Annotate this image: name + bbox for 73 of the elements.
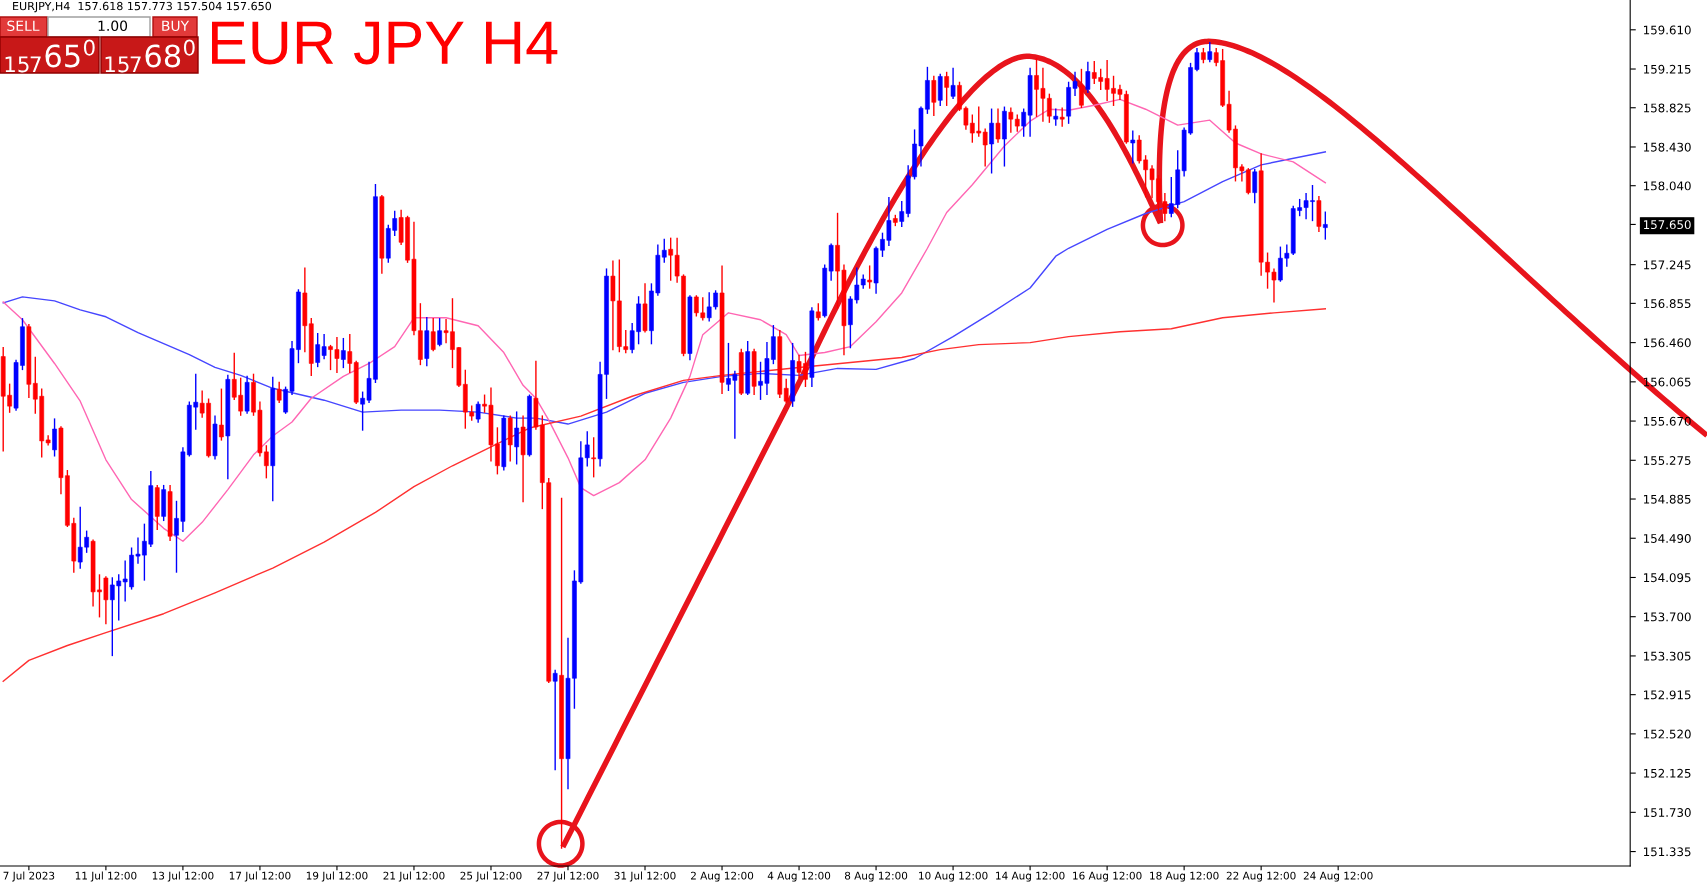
candlestick bbox=[276, 381, 282, 403]
y-tick-label: 153.700 bbox=[1643, 612, 1691, 622]
x-tick-label: 31 Jul 12:00 bbox=[614, 871, 676, 882]
candlestick bbox=[552, 669, 558, 771]
y-tick-label: 158.430 bbox=[1643, 142, 1691, 152]
y-tick-label: 152.520 bbox=[1643, 729, 1691, 739]
y-tick-label: 158.040 bbox=[1643, 181, 1691, 191]
x-tick-label: 10 Aug 12:00 bbox=[919, 871, 988, 882]
x-tick-label: 8 Aug 12:00 bbox=[844, 871, 908, 882]
candlestick bbox=[989, 108, 994, 174]
x-tick-label: 7 Jul 2023 bbox=[3, 871, 55, 882]
candlestick bbox=[995, 108, 1001, 143]
x-tick-label: 22 Aug 12:00 bbox=[1226, 871, 1296, 882]
annotation: SELL bbox=[7, 20, 40, 32]
y-tick-label: 152.915 bbox=[1643, 690, 1691, 700]
y-tick-label: 159.215 bbox=[1643, 64, 1691, 74]
candlestick bbox=[1322, 211, 1328, 240]
candlestick bbox=[944, 71, 949, 106]
candlestick bbox=[931, 75, 937, 116]
candlestick bbox=[783, 378, 789, 403]
y-tick-label: 157.650 bbox=[1643, 220, 1691, 230]
chart-subtitle: EURJPY,H4 157.618 157.773 157.504 157.650 bbox=[13, 1, 272, 13]
candlestick bbox=[937, 73, 943, 106]
x-tick-label: 11 Jul 12:00 bbox=[75, 871, 137, 882]
y-tick-label: 154.490 bbox=[1643, 533, 1691, 543]
y-tick-label: 159.610 bbox=[1643, 25, 1691, 35]
y-tick-label: 156.855 bbox=[1643, 299, 1691, 309]
y-tick-label: 155.275 bbox=[1643, 456, 1691, 465]
y-tick-label: 154.885 bbox=[1643, 494, 1691, 504]
candlestick bbox=[867, 265, 872, 289]
chart-title: EUR JPY H4 bbox=[212, 21, 558, 65]
annotation: BUY bbox=[162, 20, 190, 32]
y-tick-label: 157.245 bbox=[1643, 260, 1691, 270]
candlestick bbox=[52, 418, 57, 457]
candlestick bbox=[1130, 130, 1136, 164]
y-tick-label: 151.730 bbox=[1643, 808, 1691, 817]
x-tick-label: 4 Aug 12:00 bbox=[767, 871, 831, 882]
candlestick bbox=[1085, 61, 1091, 94]
candlestick bbox=[950, 67, 956, 100]
candlestick bbox=[219, 388, 224, 441]
y-tick-label: 156.460 bbox=[1643, 338, 1691, 348]
x-tick-label: 21 Jul 12:00 bbox=[383, 871, 445, 882]
candlestick bbox=[1079, 68, 1084, 108]
x-tick-label: 19 Jul 12:00 bbox=[306, 871, 368, 882]
x-tick-label: 14 Aug 12:00 bbox=[996, 871, 1065, 882]
x-tick-label: 2 Aug 12:00 bbox=[690, 871, 754, 882]
annotation: $_{157}$68$^{0}$ bbox=[105, 39, 195, 73]
candlestick bbox=[475, 401, 481, 423]
y-tick-label: 153.305 bbox=[1643, 651, 1691, 661]
x-tick-label: 16 Aug 12:00 bbox=[1073, 871, 1142, 882]
x-tick-label: 25 Jul 12:00 bbox=[460, 871, 522, 882]
candlestick bbox=[514, 411, 519, 465]
y-tick-label: 152.125 bbox=[1643, 768, 1691, 778]
candlestick bbox=[437, 318, 442, 347]
line-series bbox=[2, 151, 1327, 425]
candlestick bbox=[341, 337, 346, 369]
y-tick-label: 151.335 bbox=[1643, 847, 1691, 857]
x-tick-label: 13 Jul 12:00 bbox=[152, 871, 214, 882]
x-tick-label: 17 Jul 12:00 bbox=[229, 871, 291, 882]
candlestick bbox=[430, 318, 436, 352]
candlestick bbox=[1252, 169, 1258, 204]
annotation: $_{157}$65$^{0}$ bbox=[5, 39, 95, 73]
x-tick-label: 18 Aug 12:00 bbox=[1150, 871, 1219, 882]
y-tick-label: 158.825 bbox=[1643, 103, 1691, 113]
candlestick bbox=[1059, 107, 1065, 127]
annotation: 1.00 bbox=[98, 20, 128, 32]
y-tick-label: 154.095 bbox=[1643, 573, 1691, 583]
x-tick-label: 27 Jul 12:00 bbox=[537, 871, 599, 882]
candlestick bbox=[1207, 42, 1213, 63]
candlestick bbox=[591, 437, 596, 478]
line-series bbox=[2, 98, 1327, 542]
x-tick-label: 24 Aug 12:00 bbox=[1303, 871, 1373, 882]
line-series bbox=[2, 308, 1327, 682]
